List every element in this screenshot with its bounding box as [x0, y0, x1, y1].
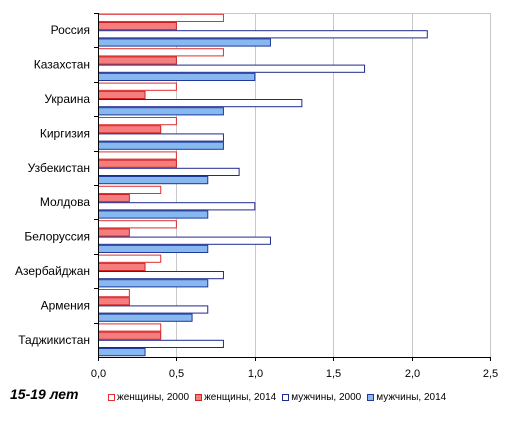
bar-3-2 [98, 133, 224, 142]
bar-8-1 [98, 297, 130, 306]
category-label: Киргизия [40, 126, 90, 140]
bar-5-3 [98, 210, 209, 219]
bar-4-2 [98, 167, 240, 177]
bar-8-3 [98, 313, 193, 322]
legend-label-men-2014: мужчины, 2014 [376, 392, 447, 403]
legend-label-women-2000: женщины, 2000 [117, 392, 190, 403]
bar-0-1 [98, 22, 177, 31]
category-label: Украина [44, 92, 90, 106]
bar-2-2 [98, 99, 303, 108]
bar-1-3 [98, 72, 256, 82]
legend-swatch-men-2014 [367, 394, 375, 401]
bar-6-3 [98, 244, 209, 254]
bar-7-0 [98, 254, 162, 263]
category-label: Молдова [40, 195, 90, 209]
bar-4-3 [98, 176, 209, 185]
legend-swatch-men-2000 [282, 394, 290, 401]
x-tick-label: 0,5 [169, 368, 184, 380]
bar-3-3 [98, 141, 224, 150]
category-label: Таджикистан [18, 333, 90, 347]
category-label: Белоруссия [24, 230, 90, 244]
age-group-caption: 15-19 лет [10, 386, 79, 402]
category-label: Азербайджан [15, 264, 90, 278]
bar-4-1 [98, 159, 177, 168]
bar-4-0 [98, 151, 177, 160]
axes [94, 13, 491, 361]
legend-item-men-2014: мужчины, 2014 [367, 392, 446, 403]
bar-7-3 [98, 279, 209, 288]
bar-1-2 [98, 64, 366, 73]
x-tick-label: 0,0 [91, 368, 106, 380]
category-label: Россия [51, 23, 90, 37]
x-tick-label: 2,0 [405, 368, 420, 380]
bar-9-2 [98, 339, 224, 348]
bar-3-0 [98, 117, 177, 126]
legend-label-men-2000: мужчины, 2000 [291, 392, 362, 403]
bar-9-0 [98, 323, 162, 332]
legend: женщины, 2000 женщины, 2014 мужчины, 200… [108, 392, 452, 403]
legend-swatch-women-2000 [108, 394, 115, 401]
bar-6-0 [98, 220, 177, 229]
bar-3-1 [98, 125, 162, 134]
legend-label-women-2014: женщины, 2014 [204, 392, 277, 403]
bar-5-1 [98, 194, 130, 203]
bar-7-2 [98, 271, 224, 280]
bar-9-3 [98, 348, 146, 357]
bar-2-0 [98, 82, 177, 91]
legend-swatch-women-2014 [195, 394, 203, 401]
bar-2-1 [98, 90, 146, 100]
category-label: Армения [41, 298, 90, 312]
bar-5-0 [98, 185, 162, 195]
bar-0-0 [98, 13, 224, 22]
bar-2-3 [98, 107, 224, 116]
x-tick-label: 2,5 [483, 368, 498, 380]
legend-item-women-2014: женщины, 2014 [195, 392, 276, 403]
bar-0-2 [98, 30, 428, 39]
legend-item-women-2000: женщины, 2000 [108, 392, 189, 403]
bar-6-2 [98, 236, 271, 245]
bar-0-3 [98, 38, 271, 47]
bars [98, 13, 428, 357]
bar-8-2 [98, 305, 209, 314]
x-tick-label: 1,5 [326, 368, 341, 380]
bar-6-1 [98, 228, 130, 237]
legend-item-men-2000: мужчины, 2000 [282, 392, 361, 403]
bar-8-0 [98, 289, 130, 298]
bar-7-1 [98, 262, 146, 271]
bar-1-1 [98, 56, 177, 65]
x-tick-label: 1,0 [248, 368, 263, 380]
category-label: Узбекистан [28, 161, 90, 175]
labels: 0,0 0,5 1,0 1,5 2,0 2,5 Россия Казахстан Украина… [15, 23, 498, 380]
bar-9-1 [98, 331, 162, 340]
bar-5-2 [98, 202, 256, 211]
category-label: Казахстан [34, 58, 90, 72]
bar-1-0 [98, 48, 224, 57]
